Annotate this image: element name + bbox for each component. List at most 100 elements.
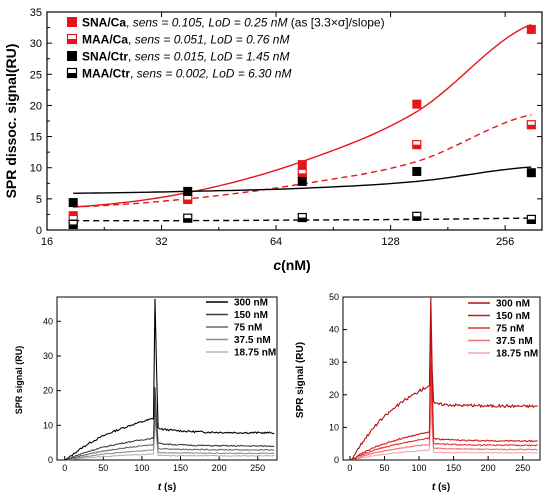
top-legend-entry-1: MAA/Ca, sens = 0.051, LoD = 0.76 nM <box>82 33 289 47</box>
top-point-s0 <box>297 160 307 170</box>
top-point-s3-half <box>412 216 421 221</box>
bl-y-tick-label: 0 <box>48 455 53 465</box>
br-x-tick-label: 250 <box>515 463 530 473</box>
bl-x-tick-label: 150 <box>173 463 188 473</box>
top-point-s1-half <box>412 144 421 149</box>
br-y-tick-label: 20 <box>329 390 339 400</box>
top-point-s0 <box>412 99 422 109</box>
bl-curve-2 <box>64 404 275 461</box>
top-point-s3-half <box>183 218 192 223</box>
top-point-s2 <box>183 186 193 196</box>
br-legend-label-0: 300 nM <box>496 299 530 310</box>
bl-y-tick-label: 40 <box>43 316 53 326</box>
top-y-tick-label: 35 <box>30 7 42 19</box>
br-legend-label-3: 37.5 nM <box>496 336 533 347</box>
top-point-s2 <box>412 166 422 176</box>
top-point-s3-half <box>298 217 307 222</box>
top-legend-marker-0 <box>67 17 77 27</box>
top-point-s2 <box>297 176 307 186</box>
br-x-tick-label: 100 <box>412 463 427 473</box>
br-y-axis-label: SPR signal (RU) <box>295 342 306 418</box>
top-y-axis-label: SPR dissoc. signal(RU) <box>3 44 19 199</box>
br-x-tick-label: 0 <box>347 463 352 473</box>
br-plot-frame <box>342 296 541 461</box>
bl-y-tick-label: 10 <box>43 420 53 430</box>
br-y-tick-label: 40 <box>329 325 339 335</box>
top-point-s1-half <box>527 124 536 129</box>
bl-x-tick-label: 100 <box>134 463 149 473</box>
top-x-tick-label: 64 <box>270 236 282 248</box>
top-y-tick-label: 30 <box>30 38 42 50</box>
top-point-s3 <box>297 212 307 223</box>
br-y-tick-label: 10 <box>329 422 339 432</box>
top-x-tick-label: 128 <box>381 236 399 248</box>
top-y-tick-label: 25 <box>30 69 42 81</box>
top-point-s1-half <box>183 199 192 204</box>
top-y-tick-label: 5 <box>36 194 42 206</box>
top-legend-marker-3-half <box>67 73 77 78</box>
bl-legend-label-3: 37.5 nM <box>234 335 271 346</box>
bl-curve-0 <box>64 298 275 460</box>
top-point-s3 <box>183 213 193 223</box>
top-y-tick-label: 0 <box>36 225 42 237</box>
br-y-tick-label: 30 <box>329 357 339 367</box>
top-point-s1 <box>183 194 193 205</box>
top-point-s3 <box>412 211 422 221</box>
top-y-tick-label: 15 <box>30 132 42 144</box>
top-point-s0 <box>526 24 536 34</box>
top-x-tick-label: 32 <box>155 236 167 248</box>
top-point-s3 <box>68 219 78 229</box>
br-y-tick-label: 50 <box>329 292 339 302</box>
bl-legend-label-1: 150 nM <box>234 310 268 321</box>
bl-curve-1 <box>64 387 275 460</box>
top-point-s2 <box>526 168 536 178</box>
br-curve-3 <box>349 388 538 460</box>
top-point-s1 <box>526 120 536 130</box>
bl-x-tick-label: 0 <box>62 463 67 473</box>
br-y-tick-label: 0 <box>334 455 339 465</box>
top-legend-entry-0: SNA/Ca, sens = 0.105, LoD = 0.25 nM (as … <box>82 16 385 30</box>
top-chart: 16 32 64 128 256 0 5 10 15 20 25 30 35 SNA/Ca, sens … <box>3 7 543 273</box>
br-curve-4 <box>349 407 538 461</box>
bl-curve-4 <box>64 418 275 461</box>
top-legend-entry-2: SNA/Ctr, sens = 0.015, LoD = 1.45 nM <box>82 50 289 64</box>
bl-x-axis-label: t (s) <box>158 482 176 493</box>
top-legend-marker-2 <box>67 51 77 61</box>
top-legend-entry-3: MAA/Ctr, sens = 0.002, LoD = 6.30 nM <box>82 67 291 81</box>
bl-plot-frame <box>56 296 278 461</box>
br-curve-2 <box>349 362 538 460</box>
top-legend: SNA/Ca, sens = 0.105, LoD = 0.25 nM (as … <box>66 16 385 81</box>
top-x-tick-label: 16 <box>41 236 53 248</box>
top-point-s1 <box>297 168 307 178</box>
br-legend-label-4: 18.75 nM <box>496 349 538 360</box>
top-x-tick-label: 256 <box>496 236 514 248</box>
bl-y-tick-label: 20 <box>43 386 53 396</box>
br-legend-label-1: 150 nM <box>496 311 530 322</box>
bl-x-tick-label: 50 <box>98 463 108 473</box>
top-legend-marker-1-half <box>67 39 77 44</box>
bl-y-axis-label: SPR signal (RU) <box>14 346 24 415</box>
top-fit-line-2 <box>73 166 532 194</box>
top-point-s3-half <box>527 219 536 224</box>
br-x-tick-label: 50 <box>379 463 389 473</box>
bl-x-tick-label: 250 <box>250 463 265 473</box>
bl-legend-label-4: 18.75 nM <box>234 348 276 359</box>
bl-y-tick-label: 30 <box>43 351 53 361</box>
top-point-s2 <box>68 198 78 208</box>
top-point-s3 <box>526 214 536 225</box>
bl-x-tick-label: 200 <box>212 463 227 473</box>
br-curve-1 <box>349 323 538 461</box>
top-legend-marker-1 <box>66 33 78 45</box>
top-point-s1 <box>412 140 422 150</box>
top-fit-line-3 <box>73 217 532 222</box>
br-x-tick-label: 200 <box>481 463 496 473</box>
top-point-s1-half <box>298 173 307 178</box>
top-x-axis-label: c(nM) <box>273 257 310 273</box>
bl-legend-label-0: 300 nM <box>234 298 268 309</box>
br-curve-0 <box>349 296 538 460</box>
